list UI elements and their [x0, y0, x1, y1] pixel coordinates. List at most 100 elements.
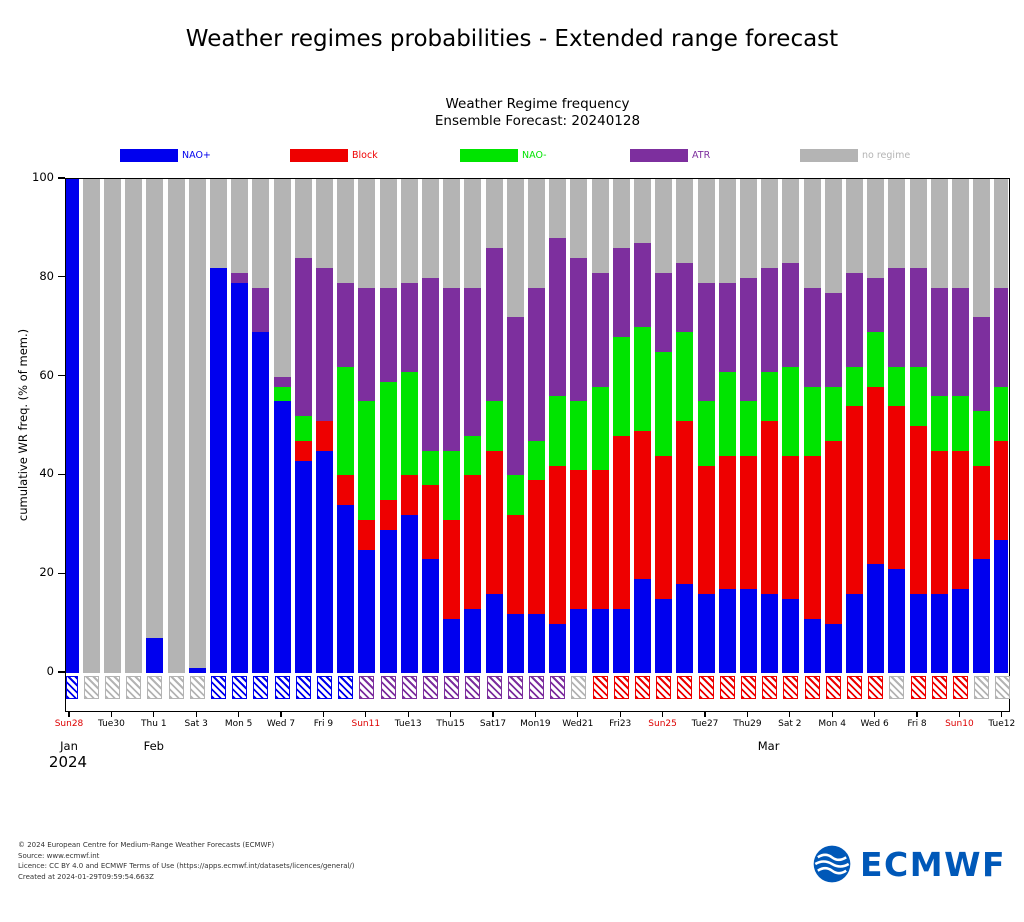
bar-segment-no-regime	[464, 179, 482, 288]
bar-segment-nao+	[676, 584, 694, 673]
bar-segment-nao-	[570, 401, 588, 471]
bar-segment-atr	[570, 258, 588, 402]
x-tick-mark	[958, 712, 961, 717]
x-tick-label: Fri 8	[907, 719, 927, 729]
bar-segment-block	[379, 500, 397, 530]
stacked-bar-feb-2	[167, 179, 185, 673]
dominant-regime-box-feb-2	[168, 676, 184, 699]
dominant-regime-box-feb-10	[338, 676, 354, 699]
x-tick-label: Thu29	[733, 719, 762, 729]
stacked-bar-mar-12	[994, 179, 1008, 673]
bar-segment-nao-	[994, 386, 1008, 441]
bar-segment-nao-	[358, 401, 376, 520]
bar-segment-atr	[273, 376, 291, 387]
bar-segment-no-regime	[358, 179, 376, 288]
bar-segment-atr	[718, 282, 736, 372]
footer-licence: Licence: CC BY 4.0 and ECMWF Terms of Us…	[18, 862, 355, 870]
bar-segment-nao-	[697, 401, 715, 466]
bar-segment-block	[973, 465, 991, 560]
stacked-bar-feb-21	[570, 179, 588, 673]
bar-segment-nao+	[315, 450, 333, 673]
stacked-bar-feb-6	[252, 179, 270, 673]
dominant-regime-box-feb-22	[592, 676, 608, 699]
bar-segment-nao-	[379, 381, 397, 501]
bar-segment-atr	[294, 258, 312, 417]
bar-segment-no-regime	[782, 179, 800, 264]
x-tick-mark	[789, 712, 791, 717]
dominant-regime-box-mar-1	[762, 676, 778, 699]
dominant-regime-box-jan-28	[66, 676, 78, 699]
stacked-bar-mar-1	[761, 179, 779, 673]
x-tick-mark	[534, 712, 537, 717]
legend-swatch-atr	[630, 149, 688, 162]
stacked-bar-feb-3	[188, 179, 206, 673]
bar-segment-nao+	[655, 598, 673, 673]
y-tick-label: 80	[39, 268, 54, 283]
bar-segment-nao+	[739, 589, 757, 673]
bar-segment-nao-	[718, 371, 736, 456]
dominant-regime-box-feb-12	[380, 676, 396, 699]
chart-title: Weather Regime frequency	[445, 96, 630, 112]
bar-segment-nao+	[888, 569, 906, 673]
stacked-bar-feb-14	[421, 179, 439, 673]
bar-segment-atr	[506, 317, 524, 476]
y-axis-title: cumulative WR freq. (% of mem.)	[16, 328, 30, 522]
dominant-regime-box-mar-10	[952, 676, 968, 699]
dominant-regime-box-mar-7	[889, 676, 905, 699]
x-tick-label: Mon 4	[818, 719, 846, 729]
bar-segment-no-regime	[845, 179, 863, 273]
bar-segment-nao-	[655, 351, 673, 456]
bar-segment-no-regime	[527, 179, 545, 288]
bar-segment-no-regime	[930, 179, 948, 288]
footer-created: Created at 2024-01-29T09:59:54.663Z	[18, 872, 154, 881]
bar-segment-no-regime	[146, 179, 164, 639]
x-tick-mark	[407, 712, 409, 717]
stacked-bar-feb-20	[549, 179, 567, 673]
stacked-bar-feb-1	[146, 179, 164, 673]
y-tick-mark	[58, 572, 65, 574]
legend-swatch-nao-	[460, 149, 518, 162]
bar-segment-nao-	[782, 366, 800, 456]
bar-segment-nao-	[400, 371, 418, 476]
x-tick-label: Sun28	[54, 719, 84, 729]
stacked-bar-feb-7	[273, 179, 291, 673]
stacked-bar-mar-2	[782, 179, 800, 673]
bar-segment-nao+	[761, 593, 779, 673]
stacked-bar-feb-26	[676, 179, 694, 673]
bar-segment-nao+	[697, 593, 715, 673]
dominant-regime-box-feb-14	[422, 676, 438, 699]
stacked-bar-mar-9	[930, 179, 948, 673]
y-tick-label: 0	[46, 664, 54, 678]
bar-segment-nao-	[930, 396, 948, 451]
dominant-regime-box-feb-7	[274, 676, 290, 699]
bar-segment-no-regime	[273, 179, 291, 377]
x-tick-mark	[110, 712, 113, 717]
bar-segment-atr	[379, 287, 397, 382]
stacked-bar-feb-13	[400, 179, 418, 673]
bar-segment-nao+	[782, 598, 800, 673]
x-tick-label: Sat 2	[778, 719, 802, 729]
dominant-regime-box-feb-4	[210, 676, 226, 699]
dominant-regime-box-feb-5	[232, 676, 248, 699]
bar-segment-block	[591, 470, 609, 609]
stacked-bar-feb-24	[633, 179, 651, 673]
bar-segment-atr	[421, 277, 439, 451]
bar-segment-block	[824, 440, 842, 624]
bar-segment-atr	[824, 292, 842, 387]
bar-segment-block	[951, 450, 969, 590]
bar-segment-nao-	[464, 435, 482, 476]
bar-segment-no-regime	[994, 179, 1008, 288]
x-tick-label: Sun10	[945, 719, 974, 729]
stacked-bar-feb-15	[443, 179, 461, 673]
x-tick-label: Thu15	[436, 719, 465, 729]
bar-segment-nao+	[421, 559, 439, 673]
bar-segment-atr	[739, 277, 757, 402]
bar-segment-nao+	[527, 613, 545, 673]
x-tick-mark	[831, 712, 833, 717]
bar-segment-block	[358, 519, 376, 550]
stacked-bar-feb-16	[464, 179, 482, 673]
y-tick-mark	[58, 671, 65, 673]
bar-segment-atr	[591, 272, 609, 387]
bar-segment-atr	[951, 287, 969, 397]
chart-title-block: Weather Regime frequency Ensemble Foreca…	[65, 96, 1010, 130]
